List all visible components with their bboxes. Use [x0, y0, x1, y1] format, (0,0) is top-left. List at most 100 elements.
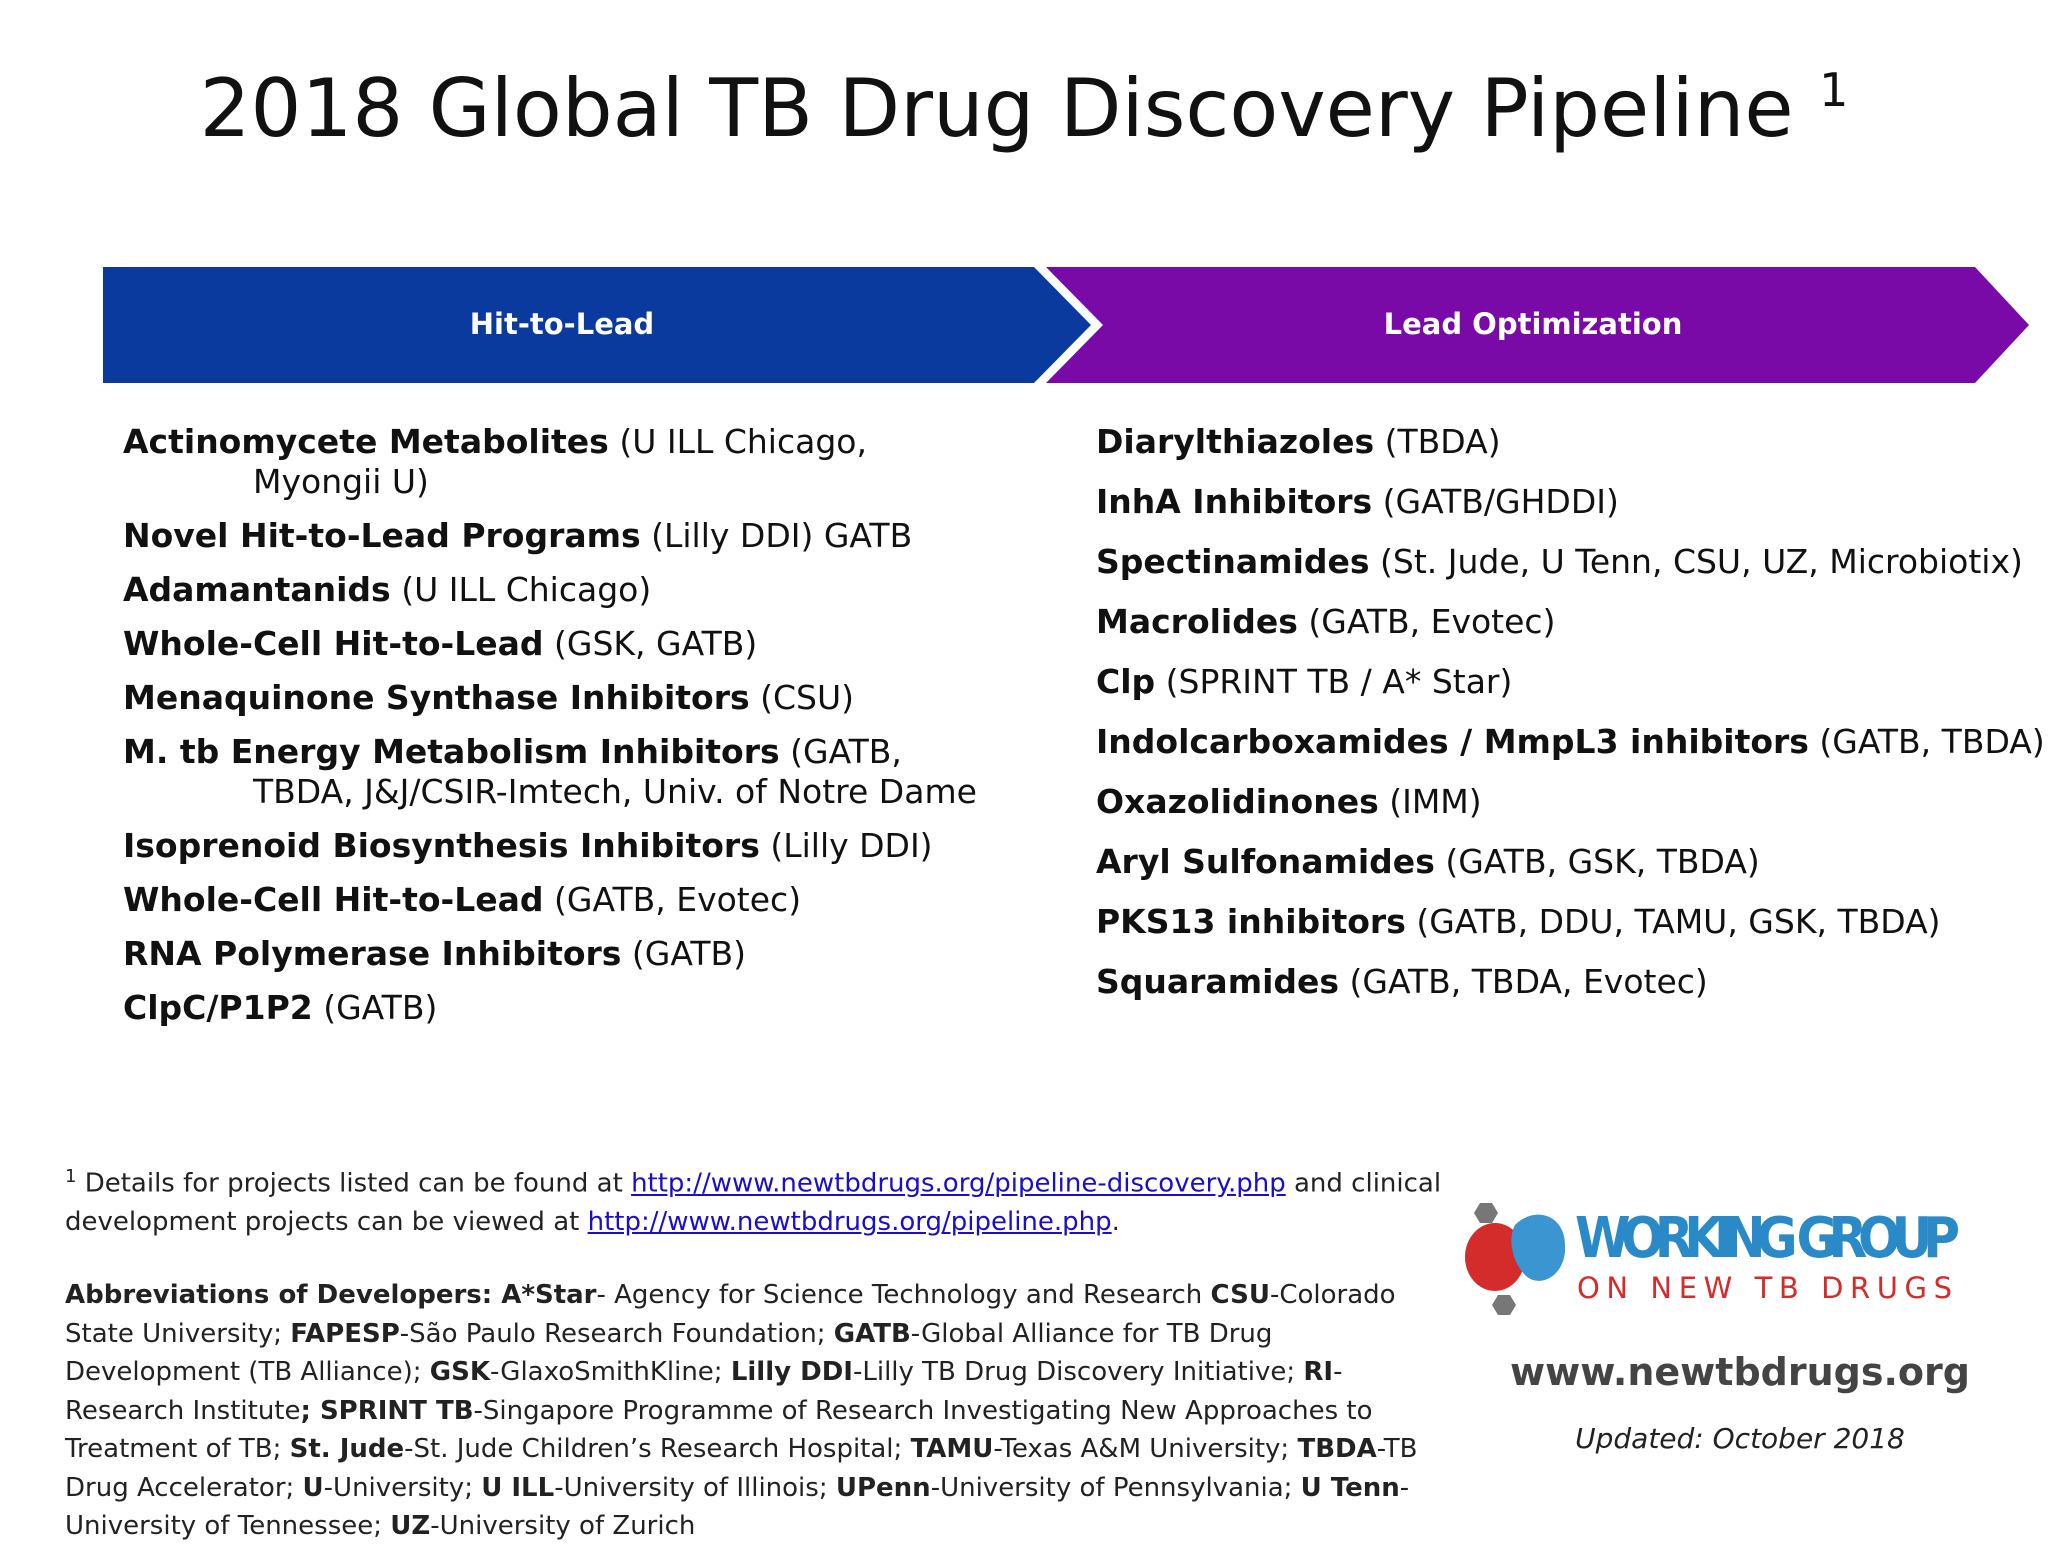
abbreviation-term: RI: [1303, 1357, 1334, 1387]
lead-optimization-list: Diarylthiazoles (TBDA) InhA Inhibitors (G…: [1096, 422, 2046, 1002]
abbreviation-term: GSK: [429, 1357, 490, 1387]
pipeline-item: Diarylthiazoles (TBDA): [1096, 422, 2046, 462]
updated-date: Updated: October 2018: [1575, 1422, 1905, 1455]
project-name: ClpC/P1P2: [123, 988, 313, 1027]
project-detail: (GATB, TBDA, J&J/CSIR-Imtech, Univ. of N…: [253, 732, 977, 811]
pipeline-item: Indolcarboxamides / MmpL3 inhibitors (GA…: [1096, 722, 2046, 762]
abbreviations-label: Abbreviations of Developers:: [65, 1280, 502, 1310]
project-detail: (GATB, TBDA): [1808, 722, 2045, 761]
project-detail: (SPRINT TB / A* Star): [1155, 662, 1513, 701]
project-name: M. tb Energy Metabolism Inhibitors: [123, 732, 780, 771]
pipeline-item: M. tb Energy Metabolism Inhibitors (GATB…: [123, 732, 983, 812]
project-detail: (GATB, GSK, TBDA): [1434, 842, 1760, 881]
project-name: Diarylthiazoles: [1096, 422, 1375, 461]
pipeline-item: Squaramides (GATB, TBDA, Evotec): [1096, 962, 2046, 1002]
project-detail: (GATB, TBDA, Evotec): [1339, 962, 1708, 1001]
abbreviation-term: ; SPRINT TB: [300, 1395, 474, 1426]
footnote-link[interactable]: http://www.newtbdrugs.org/pipeline-disco…: [631, 1168, 1286, 1199]
project-detail: (GATB, DDU, TAMU, GSK, TBDA): [1405, 902, 1941, 941]
title-text: 2018 Global TB Drug Discovery Pipeline: [199, 62, 1794, 155]
abbreviation-definition: -Singapore Programme of Research Investi…: [65, 1395, 1373, 1465]
phase-arrow: [1046, 267, 2029, 383]
abbreviation-term: TBDA: [1297, 1434, 1377, 1464]
abbreviation-definition: -St. Jude Children’s Research Hospital;: [404, 1434, 911, 1464]
logo-subtitle: ON NEW TB DRUGS: [1577, 1271, 1957, 1305]
project-name: Actinomycete Metabolites: [123, 422, 609, 461]
project-name: Indolcarboxamides / MmpL3 inhibitors: [1096, 722, 1809, 761]
pipeline-item: Isoprenoid Biosynthesis Inhibitors (Lill…: [123, 826, 983, 866]
abbreviation-definition: - Agency for Science Technology and Rese…: [596, 1280, 1211, 1310]
abbreviation-definition: -University;: [323, 1472, 482, 1503]
abbreviation-term: U: [302, 1472, 324, 1503]
project-name: Menaquinone Synthase Inhibitors: [123, 678, 750, 717]
abbreviation-definition: -TB Drug Accelerator;: [65, 1434, 1418, 1503]
abbreviation-term: CSU: [1210, 1280, 1270, 1310]
abbreviation-definition: -GlaxoSmithKline;: [489, 1357, 731, 1387]
project-detail: (GATB, Evotec): [543, 880, 802, 919]
abbreviation-definition: -Colorado State University;: [65, 1280, 1396, 1349]
footnote-text: and clinical development projects can be…: [65, 1168, 1442, 1237]
project-detail: (U ILL Chicago): [390, 570, 652, 609]
project-detail: (U ILL Chicago, Myongii U): [253, 422, 867, 501]
logo-title: WORKING GROUP: [1575, 1206, 1960, 1271]
logo-hexagon: [1474, 1203, 1498, 1223]
abbreviation-definition: -University of Illinois;: [554, 1472, 836, 1503]
pipeline-item: ClpC/P1P2 (GATB): [123, 988, 983, 1028]
pipeline-item: InhA Inhibitors (GATB/GHDDI): [1096, 482, 2046, 522]
footnote: 1 Details for projects listed can be fou…: [65, 1158, 1445, 1241]
project-name: Whole-Cell Hit-to-Lead: [123, 624, 544, 663]
footnote-link[interactable]: http://www.newtbdrugs.org/pipeline.php: [587, 1206, 1112, 1237]
project-detail: (TBDA): [1374, 422, 1501, 461]
abbreviation-term: UPenn: [835, 1472, 931, 1503]
abbreviation-term: St. Jude: [289, 1434, 405, 1464]
pipeline-item: Whole-Cell Hit-to-Lead (GATB, Evotec): [123, 880, 983, 920]
abbreviation-definition: -Global Alliance for TB Drug Development…: [65, 1318, 1273, 1388]
project-name: Novel Hit-to-Lead Programs: [123, 516, 641, 555]
abbreviation-definition: -University of Pennsylvania;: [930, 1472, 1301, 1503]
phase-label: Lead Optimization: [1384, 307, 1683, 341]
footnote-text: .: [1111, 1206, 1120, 1237]
title-superscript: 1: [1819, 63, 1849, 117]
logo: WORKING GROUP ON NEW TB DRUGS: [1465, 1203, 1960, 1315]
phase-label: Hit-to-Lead: [470, 307, 654, 341]
project-detail: (Lilly DDI): [759, 826, 933, 865]
abbreviation-term: U ILL: [481, 1472, 555, 1503]
project-detail: (CSU): [749, 678, 855, 717]
pipeline-item: Menaquinone Synthase Inhibitors (CSU): [123, 678, 983, 718]
abbreviations: Abbreviations of Developers: A*Star- Age…: [65, 1276, 1445, 1546]
project-name: Adamantanids: [123, 570, 391, 609]
pipeline-item: Macrolides (GATB, Evotec): [1096, 602, 2046, 642]
abbreviation-term: A*Star: [501, 1280, 597, 1310]
pipeline-item: PKS13 inhibitors (GATB, DDU, TAMU, GSK, …: [1096, 902, 2046, 942]
pipeline-item: RNA Polymerase Inhibitors (GATB): [123, 934, 983, 974]
project-detail: (IMM): [1378, 782, 1482, 821]
project-detail: (GATB/GHDDI): [1372, 482, 1619, 521]
project-detail: (GATB): [621, 934, 747, 973]
abbreviation-definition: -University of Zurich: [430, 1511, 696, 1541]
slide-title: 2018 Global TB Drug Discovery Pipeline 1: [0, 62, 2048, 155]
phase-banner: Hit-to-Lead Lead Optimization: [103, 267, 2029, 383]
project-detail: (GSK, GATB): [543, 624, 758, 663]
project-name: Oxazolidinones: [1096, 782, 1379, 821]
project-name: Whole-Cell Hit-to-Lead: [123, 880, 544, 919]
logo-hexagon: [1492, 1295, 1516, 1315]
project-detail: (GATB): [312, 988, 438, 1027]
abbreviation-definition: -Lilly TB Drug Discovery Initiative;: [852, 1357, 1304, 1387]
pipeline-item: Adamantanids (U ILL Chicago): [123, 570, 983, 610]
abbreviation-term: FAPESP: [290, 1318, 400, 1349]
abbreviation-definition: -Research Institute: [65, 1357, 1343, 1426]
project-detail: (Lilly DDI) GATB: [640, 516, 913, 555]
phase-arrow: [103, 267, 1091, 383]
hit-to-lead-list: Actinomycete Metabolites (U ILL Chicago,…: [123, 422, 983, 1028]
project-name: PKS13 inhibitors: [1096, 902, 1406, 941]
project-name: Clp: [1096, 662, 1156, 701]
logo-figure: [1465, 1223, 1525, 1291]
abbreviation-definition: -São Paulo Research Foundation;: [399, 1318, 834, 1349]
pipeline-item: Actinomycete Metabolites (U ILL Chicago,…: [123, 422, 983, 502]
project-name: Spectinamides: [1096, 542, 1370, 581]
project-detail: (St. Jude, U Tenn, CSU, UZ, Microbiotix): [1369, 542, 2023, 581]
abbreviation-term: UZ: [390, 1511, 431, 1541]
website: www.newtbdrugs.org: [1510, 1350, 1970, 1394]
project-detail: (GATB, Evotec): [1297, 602, 1556, 641]
